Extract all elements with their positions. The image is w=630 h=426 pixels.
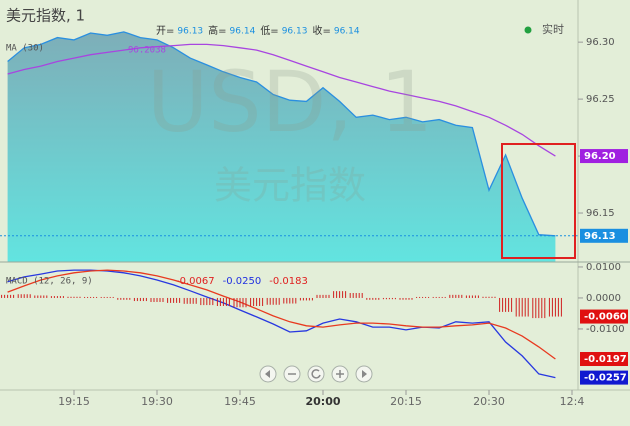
macd-legend-value: -0.0250 (223, 276, 262, 287)
price-tag (580, 228, 628, 243)
x-tick-label: 12:4 (560, 395, 585, 408)
status-dot (524, 26, 532, 34)
x-tick-label: 20:15 (390, 395, 422, 408)
price-tag (580, 370, 628, 385)
line (7, 31, 556, 237)
quote-label: 高= (208, 24, 226, 37)
quote-label: 开= (156, 26, 174, 37)
y-tick-label: 0.0100 (586, 262, 621, 273)
macd-legend: MACD (12, 26, 9) (6, 277, 93, 287)
highlight-box (501, 143, 576, 259)
x-tick-label: 19:30 (141, 395, 173, 408)
quote-value: 96.14 (334, 27, 360, 37)
quote-label: 收= (312, 24, 330, 37)
price-tag-label: -0.0197 (584, 354, 627, 365)
price-area (7, 31, 556, 263)
nav-reset[interactable] (307, 365, 325, 383)
price-tag (580, 352, 628, 367)
price-tag-label: -0.0060 (584, 312, 627, 323)
plot (0, 31, 578, 379)
ma-value-label: 96.2038 (128, 46, 166, 56)
nav-icons (288, 369, 344, 379)
chart-title: 美元指数, 1 (6, 7, 85, 25)
status: 实时 (542, 22, 564, 36)
price-tag-label: 96.13 (584, 231, 616, 242)
macd-legend-value: -0.0067 (176, 276, 215, 287)
y-tick-label: 96.30 (586, 37, 615, 48)
y-tick-label: 96.25 (586, 94, 615, 105)
x-tick-label: 19:45 (224, 395, 256, 408)
quote-value: 96.14 (230, 27, 256, 37)
quote-label: 低= (260, 24, 278, 37)
line (7, 43, 556, 157)
quote-value: 96.13 (282, 27, 308, 37)
price-tag (580, 309, 628, 324)
nav-buttons[interactable] (259, 365, 373, 383)
price-tag (580, 149, 628, 164)
macd-legend-value: -0.0183 (269, 276, 308, 287)
y-tick-label: 96.15 (586, 208, 615, 219)
price-tag-label: -0.0257 (584, 373, 627, 384)
y-tick-label: 0.0000 (586, 293, 621, 304)
watermark: USD, 1 (147, 53, 433, 151)
quote-value: 96.13 (177, 27, 203, 37)
x-tick-label: 20:00 (305, 395, 340, 408)
ma-legend: MA (30) (6, 44, 44, 54)
price-tag-label: 96.20 (584, 151, 616, 162)
watermark-sub: 美元指数 (214, 164, 366, 208)
x-tick-label: 20:30 (473, 395, 505, 408)
macd-line (7, 269, 556, 360)
y-tick-label: -0.0100 (586, 324, 625, 335)
x-tick-label: 19:15 (58, 395, 90, 408)
